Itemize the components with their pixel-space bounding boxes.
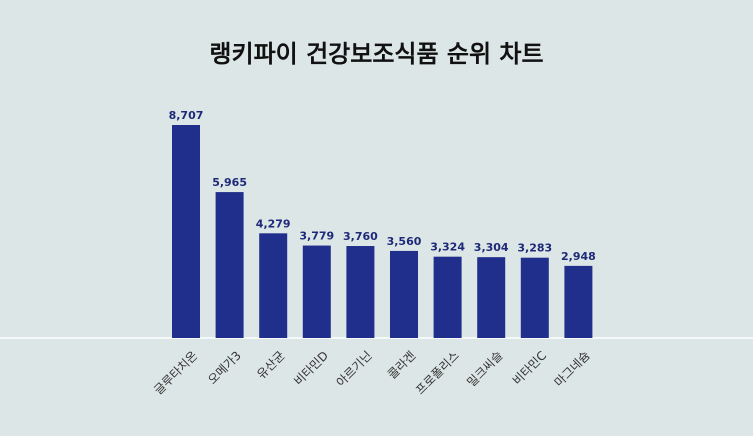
category-label-3: 유산균 [254,348,287,381]
value-label-1: 8,707 [169,109,204,122]
bar-10 [564,265,593,338]
value-label-6: 3,560 [387,235,422,248]
category-label-5: 아르기닌 [334,348,375,389]
bar-3 [259,233,288,338]
bar-7 [433,256,462,338]
value-label-3: 4,279 [256,217,291,230]
value-label-4: 3,779 [299,230,334,243]
category-label-1: 글루타치온 [151,348,200,397]
bar-4 [302,245,331,338]
bar-5 [346,246,375,338]
value-label-9: 3,283 [517,242,552,255]
category-label-9: 비타민C [510,348,549,387]
bar-9 [520,257,549,338]
bar-8 [477,257,506,338]
bar-6 [390,250,418,338]
category-label-10: 마그네슘 [552,348,593,389]
category-label-6: 콜라겐 [385,348,418,381]
category-label-4: 비타민D [291,348,331,388]
bar-1 [172,125,200,338]
category-label-8: 밀크씨슬 [464,348,505,389]
value-label-2: 5,965 [212,176,247,189]
value-label-10: 2,948 [561,250,596,263]
bars-group [172,125,593,338]
value-label-5: 3,760 [343,230,378,243]
category-label-7: 프로폴리스 [413,348,462,397]
value-label-7: 3,324 [430,241,465,254]
bar-2 [215,192,244,338]
chart-title: 랭키파이 건강보조식품 순위 차트 [209,40,544,68]
value-labels-group: 8,707 5,965 4,279 3,779 3,760 3,560 3,324 3,304… [169,109,596,263]
value-label-8: 3,304 [474,241,509,254]
category-label-2: 오메가3 [205,348,244,387]
